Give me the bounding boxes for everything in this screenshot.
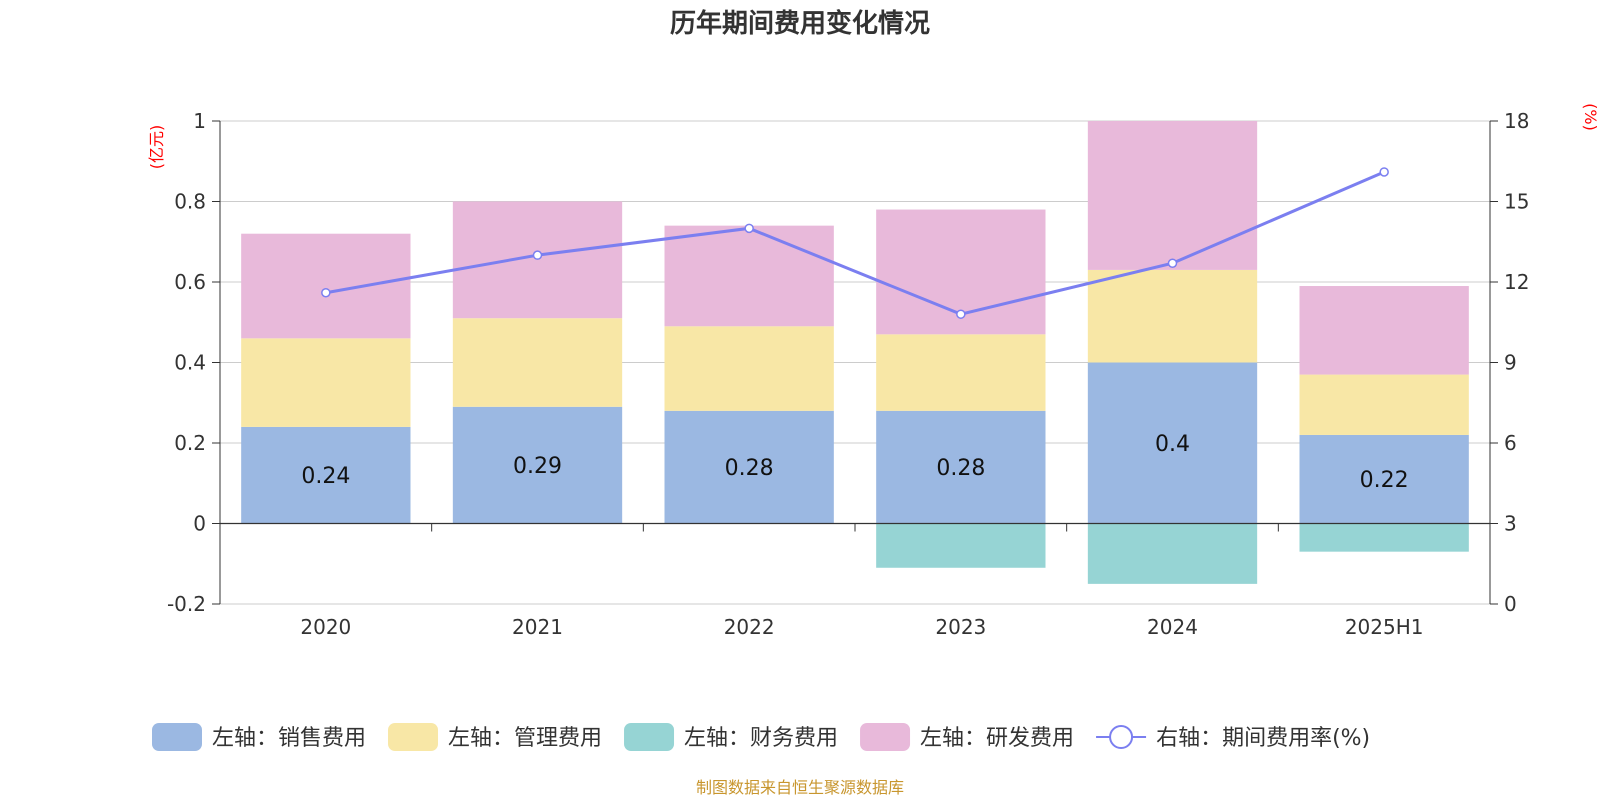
bar-2022-s1	[664, 326, 834, 411]
legend-label: 左轴：销售费用	[212, 726, 366, 751]
legend-label: 左轴：财务费用	[684, 726, 838, 751]
right-axis-tick-label: 0	[1504, 592, 1517, 616]
legend: 左轴：销售费用 左轴：管理费用 左轴：财务费用 左轴：研发费用 右轴：期间费用率(%)	[152, 723, 1370, 751]
right-axis-tick-label: 15	[1504, 190, 1529, 214]
legend-label: 左轴：管理费用	[448, 726, 602, 751]
left-axis-tick-label: 0.4	[174, 351, 206, 375]
bar-2024-s0	[1087, 362, 1258, 524]
right-axis-tick-label: 12	[1504, 270, 1529, 294]
left-axis-tick-label: 0.2	[174, 431, 206, 455]
legend-label: 右轴：期间费用率(%)	[1156, 726, 1370, 751]
bar-2022-s3	[664, 225, 834, 327]
rate-line-series	[321, 167, 1389, 319]
legend-marker-swatch	[1109, 725, 1134, 749]
bar-2025H1-s3	[1299, 286, 1469, 375]
bar-2023-s2	[876, 523, 1046, 568]
bar-series	[241, 121, 1469, 584]
bar-2021-s0	[452, 406, 623, 524]
grid-lines	[220, 120, 1490, 605]
bar-data-label: 0.22	[1360, 468, 1409, 493]
left-axis-tick-label: 0.8	[174, 190, 206, 214]
x-axis-tick-label: 2024	[1147, 615, 1198, 639]
rate-point-2024	[1167, 258, 1178, 268]
x-axis-tick-label: 2022	[724, 615, 775, 639]
rate-point-2023	[956, 309, 966, 319]
right-axis-tick-label: 18	[1504, 109, 1529, 133]
left-axis-tick-label: 0.6	[174, 270, 206, 294]
bar-data-label: 0.4	[1155, 432, 1190, 457]
legend-swatch	[624, 723, 675, 751]
data-source-note: 制图数据来自恒生聚源数据库	[696, 778, 904, 797]
data-labels: 0.24 0.29 0.28 0.28 0.4 0.22	[301, 432, 1408, 493]
bar-2020-s0	[241, 426, 411, 524]
right-axis-tick-label: 6	[1504, 431, 1517, 455]
legend-swatch	[152, 723, 202, 751]
left-axis-tick-label: 0	[193, 512, 206, 536]
bar-2024-s3	[1087, 121, 1258, 270]
bar-2024-s2	[1087, 523, 1258, 584]
bar-data-label: 0.24	[301, 464, 350, 489]
bar-2023-s1	[876, 334, 1046, 411]
bar-data-label: 0.28	[725, 456, 774, 481]
right-axis-tick-label: 9	[1504, 351, 1517, 375]
legend-swatch	[860, 723, 911, 751]
rate-point-2020	[321, 287, 331, 298]
bar-2025H1-s0	[1299, 434, 1469, 524]
rate-point-2021	[532, 250, 543, 260]
legend-swatch	[388, 723, 439, 751]
left-axis-tick-label: -0.2	[167, 592, 206, 616]
bar-2025H1-s1	[1299, 374, 1469, 435]
bar-data-label: 0.28	[936, 456, 985, 481]
right-axis-unit: (%)	[1581, 103, 1600, 131]
legend-label: 左轴：研发费用	[920, 726, 1074, 751]
bar-2020-s1	[241, 338, 411, 427]
bar-data-label: 0.29	[513, 454, 562, 479]
x-axis-tick-label: 2020	[300, 615, 351, 639]
rate-point-2025H1	[1379, 167, 1389, 177]
rate-line	[325, 170, 1385, 316]
left-axis-tick-label: 1	[193, 109, 206, 133]
x-axis-tick-label: 2025H1	[1345, 615, 1424, 639]
chart-title: 历年期间费用变化情况	[670, 8, 930, 39]
bar-2025H1-s2	[1299, 523, 1469, 552]
axes: -0.2 0 0.2 0.4 0.6 0.8 1 0 3 6 9 12 15 18 2020 2021 2022…	[167, 109, 1529, 639]
bar-2024-s1	[1087, 269, 1258, 363]
bar-2023-s0	[876, 410, 1046, 524]
bar-2021-s1	[452, 318, 623, 407]
x-axis-tick-label: 2021	[512, 615, 563, 639]
bar-2020-s3	[241, 233, 411, 339]
right-axis-tick-label: 3	[1504, 512, 1517, 536]
rate-point-2022	[744, 223, 754, 234]
left-axis-unit: (亿元)	[147, 125, 166, 170]
x-axis-tick-label: 2023	[935, 615, 986, 639]
bar-2022-s0	[664, 410, 834, 524]
